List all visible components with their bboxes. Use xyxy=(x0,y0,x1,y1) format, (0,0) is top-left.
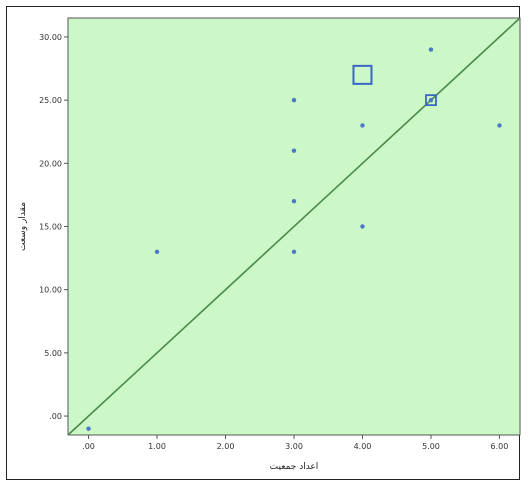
data-point xyxy=(86,426,91,431)
data-point xyxy=(360,123,365,128)
data-point xyxy=(360,224,365,229)
y-tick-label: 25.00 xyxy=(39,96,62,105)
data-point xyxy=(291,249,297,254)
y-tick-label: .00 xyxy=(49,412,62,421)
chart-frame: .00 1.00 2.00 3.00 4.00 5.00 6.00 .00 5.00 10.00… xyxy=(6,6,521,480)
y-tick-label: 20.00 xyxy=(39,159,62,168)
data-point xyxy=(291,199,297,204)
data-point xyxy=(428,47,434,52)
x-tick-label: 5.00 xyxy=(422,442,440,451)
y-tick-label: 15.00 xyxy=(39,223,62,232)
grouped-point-marker xyxy=(425,94,437,107)
x-axis-title: اعداد جمعيت xyxy=(270,462,319,472)
reference-line xyxy=(67,17,521,436)
data-point xyxy=(154,249,160,254)
y-tick-label: 5.00 xyxy=(44,349,62,358)
grouped-point-marker xyxy=(352,64,373,85)
x-tick-label: 6.00 xyxy=(491,442,509,451)
x-tick-label: 4.00 xyxy=(354,442,372,451)
x-tick-label: 2.00 xyxy=(217,442,235,451)
scatter-chart: .00 1.00 2.00 3.00 4.00 5.00 6.00 .00 5.00 10.00… xyxy=(18,17,521,472)
data-point xyxy=(291,97,297,103)
x-tick-label: .00 xyxy=(82,442,95,451)
data-point xyxy=(428,97,434,103)
data-point xyxy=(291,148,297,153)
y-axis-title: مقدار وسعت xyxy=(18,202,28,251)
x-tick-label: 3.00 xyxy=(285,442,303,451)
y-tick-label: 10.00 xyxy=(39,286,62,295)
data-point xyxy=(497,123,502,128)
y-tick-label: 30.00 xyxy=(39,33,62,42)
x-tick-label: 1.00 xyxy=(148,442,166,451)
